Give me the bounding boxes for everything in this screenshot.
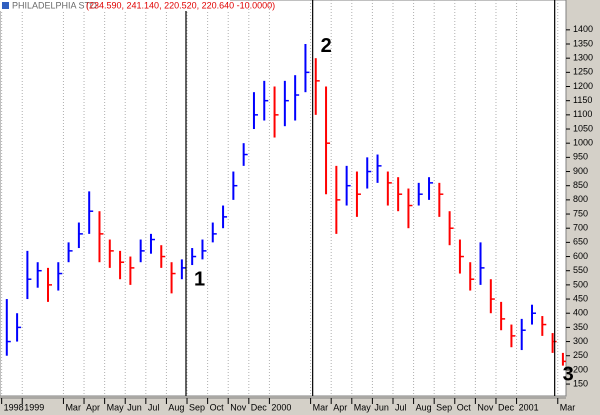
x-tick-label: 2000 <box>271 402 291 412</box>
x-tick-label: Sep <box>436 402 452 412</box>
x-tick-label: Jun <box>374 402 389 412</box>
x-tick-label: Nov <box>477 402 494 412</box>
y-tick-label: 550 <box>573 265 588 275</box>
y-tick-label: 1250 <box>573 67 593 77</box>
y-tick-label: 650 <box>573 237 588 247</box>
x-tick-label: Oct <box>457 402 472 412</box>
title-box <box>0 0 230 11</box>
x-tick-label: Jul <box>395 402 407 412</box>
annotation-label: 2 <box>321 35 332 57</box>
y-tick-label: 1300 <box>573 53 593 63</box>
y-tick-label: 1350 <box>573 38 593 48</box>
y-tick-label: 700 <box>573 223 588 233</box>
x-tick-label: 1998 <box>4 402 24 412</box>
y-tick-label: 1000 <box>573 138 593 148</box>
plot-area <box>0 0 567 397</box>
x-tick-label: Apr <box>86 402 100 412</box>
y-tick-label: 1150 <box>573 95 592 105</box>
quote: (234.590, 241.140, 220.520, 220.640 -10.… <box>86 0 275 10</box>
y-tick-label: 800 <box>573 194 588 204</box>
y-tick-label: 600 <box>573 251 588 261</box>
x-tick-label: Aug <box>168 402 184 412</box>
x-tick-label: Aug <box>416 402 432 412</box>
y-tick-label: 900 <box>573 166 588 176</box>
y-tick-label: 1400 <box>573 24 593 34</box>
icon <box>2 2 9 9</box>
x-tick-label: Jul <box>148 402 160 412</box>
x-tick-label: Dec <box>498 402 515 412</box>
x-tick-label: May <box>354 402 372 412</box>
y-tick-label: 500 <box>573 279 588 289</box>
annotation-label: 1 <box>194 268 205 290</box>
y-tick-label: 150 <box>573 378 588 388</box>
x-tick-label: Mar <box>313 402 329 412</box>
y-tick-label: 1050 <box>573 123 593 133</box>
y-tick-label: 750 <box>573 208 588 218</box>
y-tick-label: 250 <box>573 350 588 360</box>
x-tick-label: Dec <box>251 402 268 412</box>
x-tick-label: May <box>107 402 125 412</box>
y-tick-label: 1200 <box>573 81 593 91</box>
x-tick-label: Sep <box>189 402 205 412</box>
x-tick-label: Jun <box>127 402 142 412</box>
chart-title: PHILADELPHIA STO <box>12 0 97 10</box>
y-tick-label: 400 <box>573 308 588 318</box>
y-tick-label: 300 <box>573 336 588 346</box>
y-tick-label: 950 <box>573 152 588 162</box>
x-tick-label: Oct <box>210 402 225 412</box>
x-tick-label: Nov <box>230 402 247 412</box>
y-tick-label: 450 <box>573 293 588 303</box>
y-tick-label: 1100 <box>573 109 592 119</box>
x-tick-label: Apr <box>333 402 347 412</box>
x-tick-label: 2001 <box>519 402 539 412</box>
y-tick-label: 850 <box>573 180 588 190</box>
x-tick-label: 1999 <box>24 402 44 412</box>
y-tick-label: 350 <box>573 322 588 332</box>
annotation-label: 3 <box>563 363 574 385</box>
x-tick-label: Mar <box>560 402 576 412</box>
y-tick-label: 200 <box>573 364 588 374</box>
x-tick-label: Mar <box>65 402 81 412</box>
